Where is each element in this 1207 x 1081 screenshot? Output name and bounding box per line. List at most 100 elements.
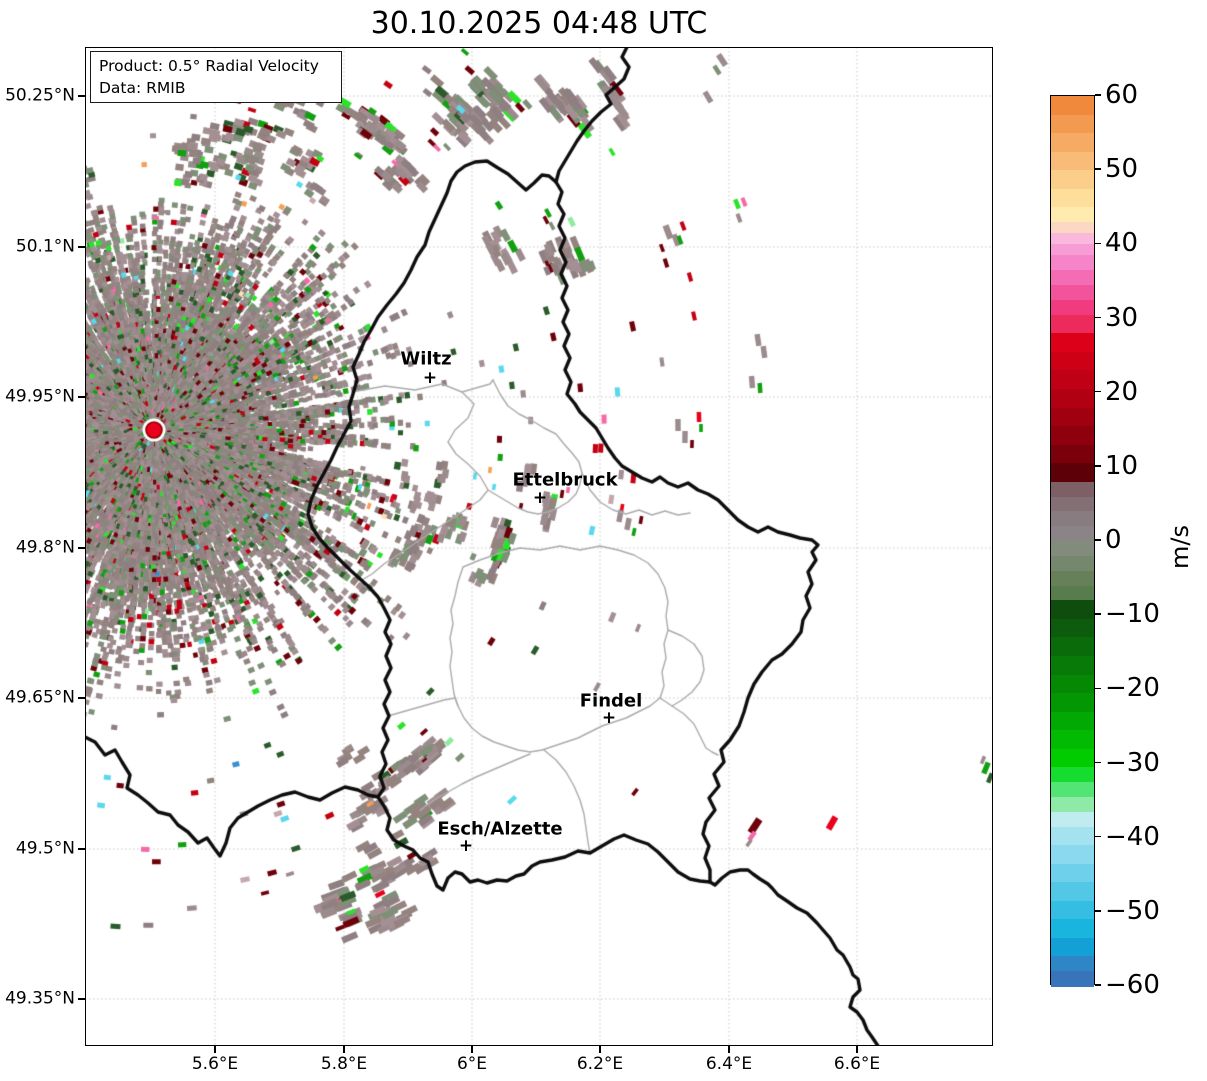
- colorbar-tick-label: 50: [1105, 154, 1139, 185]
- y-tick-mark: [78, 246, 85, 248]
- colorbar-segment: [1051, 351, 1094, 372]
- colorbar-tick-mark: [1095, 761, 1101, 764]
- colorbar-segment: [1051, 937, 1094, 957]
- colorbar-segment: [1051, 244, 1094, 257]
- colorbar-tick-label: −60: [1105, 970, 1160, 1000]
- colorbar-tick-label: 0: [1105, 525, 1122, 555]
- colorbar-tick-mark: [1095, 94, 1101, 96]
- colorbar-tick-label: 40: [1105, 228, 1139, 259]
- city-label: Esch/Alzette: [437, 818, 563, 840]
- colorbar-segment: [1051, 314, 1094, 334]
- x-tick-mark: [728, 1046, 730, 1053]
- plot-frame: [85, 47, 993, 1046]
- colorbar-tick-mark: [1095, 984, 1101, 986]
- colorbar-tick-mark: [1095, 910, 1101, 912]
- colorbar-tick-label: −20: [1105, 673, 1160, 704]
- y-tick-label: 50.25°N: [5, 85, 75, 106]
- y-tick-label: 49.8°N: [15, 537, 75, 558]
- x-tick-label: 6.4°E: [705, 1054, 753, 1074]
- colorbar-segment: [1051, 730, 1094, 750]
- colorbar-segment: [1051, 555, 1094, 572]
- city-marker-icon: +: [532, 488, 548, 509]
- y-tick-label: 49.95°N: [5, 386, 75, 407]
- colorbar-tick-label: −40: [1105, 821, 1160, 852]
- colorbar-segment: [1051, 333, 1094, 353]
- colorbar-segment: [1051, 133, 1094, 153]
- colorbar-segment: [1051, 496, 1094, 512]
- colorbar-segment: [1051, 207, 1094, 223]
- colorbar-tick-mark: [1095, 613, 1101, 615]
- colorbar-segment: [1051, 811, 1094, 828]
- colorbar-segment: [1051, 618, 1094, 639]
- colorbar-segment: [1051, 655, 1094, 676]
- figure-title: 30.10.2025 04:48 UTC: [370, 6, 708, 41]
- colorbar-segment: [1051, 570, 1094, 587]
- colorbar-tick-label: 10: [1105, 450, 1139, 481]
- city-marker-icon: +: [458, 836, 474, 857]
- x-tick-label: 5.6°E: [191, 1054, 239, 1074]
- colorbar-segment: [1051, 407, 1094, 427]
- colorbar-segment: [1051, 693, 1094, 713]
- x-tick-mark: [214, 1046, 216, 1053]
- colorbar-segment: [1051, 674, 1094, 694]
- colorbar-segment: [1051, 782, 1094, 798]
- colorbar-tick-mark: [1095, 316, 1101, 319]
- colorbar-tick-label: 30: [1105, 302, 1139, 333]
- colorbar-segment: [1051, 541, 1094, 557]
- colorbar-segment: [1051, 526, 1094, 542]
- colorbar-segment: [1051, 748, 1094, 768]
- colorbar-tick-mark: [1095, 465, 1101, 467]
- colorbar-tick-label: −30: [1105, 747, 1160, 778]
- x-tick-mark: [599, 1046, 601, 1053]
- x-tick-label: 6.6°E: [833, 1054, 881, 1074]
- colorbar-segment: [1051, 637, 1094, 657]
- y-tick-mark: [78, 998, 85, 1000]
- colorbar-segment: [1051, 299, 1094, 316]
- colorbar-segment: [1051, 585, 1094, 601]
- colorbar-segment: [1051, 285, 1094, 301]
- city-marker-icon: +: [422, 368, 438, 389]
- colorbar-unit-label: m/s: [1165, 525, 1194, 569]
- colorbar-segment: [1051, 170, 1094, 190]
- y-tick-label: 49.65°N: [5, 687, 75, 708]
- colorbar-segment: [1051, 600, 1094, 620]
- colorbar-tick-mark: [1095, 242, 1101, 245]
- y-tick-mark: [78, 547, 85, 549]
- y-tick-label: 49.35°N: [5, 988, 75, 1009]
- city-label: Wiltz: [400, 348, 452, 370]
- colorbar-segment: [1051, 971, 1094, 987]
- colorbar-segment: [1051, 388, 1094, 409]
- colorbar-segment: [1051, 481, 1094, 498]
- city-label: Findel: [579, 690, 643, 712]
- colorbar-segment: [1051, 188, 1094, 208]
- colorbar-segment: [1051, 255, 1094, 271]
- colorbar-tick-label: 60: [1105, 80, 1139, 110]
- colorbar-segment: [1051, 463, 1094, 483]
- data-source-line: Data: RMIB: [99, 79, 186, 97]
- x-tick-label: 6°E: [456, 1054, 488, 1074]
- colorbar-segment: [1051, 956, 1094, 972]
- x-tick-label: 5.8°E: [320, 1054, 368, 1074]
- colorbar-segment: [1051, 426, 1094, 446]
- colorbar-segment: [1051, 511, 1094, 527]
- radar-map-canvas: [85, 47, 993, 1046]
- y-tick-mark: [78, 848, 85, 850]
- colorbar-segment: [1051, 222, 1094, 234]
- colorbar-tick-mark: [1095, 835, 1101, 838]
- colorbar-segment: [1051, 151, 1094, 171]
- colorbar-tick-label: −10: [1105, 599, 1160, 630]
- product-info-box: Product: 0.5° Radial Velocity Data: RMIB: [90, 51, 342, 103]
- colorbar-segment: [1051, 114, 1094, 134]
- colorbar-tick-label: 20: [1105, 376, 1139, 407]
- colorbar-tick-mark: [1095, 168, 1101, 170]
- colorbar-segment: [1051, 919, 1094, 939]
- x-tick-mark: [471, 1046, 473, 1053]
- x-tick-mark: [856, 1046, 858, 1053]
- colorbar-segment: [1051, 900, 1094, 920]
- colorbar-segment: [1051, 845, 1094, 865]
- colorbar-segment: [1051, 826, 1094, 846]
- city-label: Ettelbruck: [512, 469, 618, 491]
- colorbar-segment: [1051, 711, 1094, 731]
- y-tick-label: 49.5°N: [15, 838, 75, 859]
- colorbar-segment: [1051, 882, 1094, 902]
